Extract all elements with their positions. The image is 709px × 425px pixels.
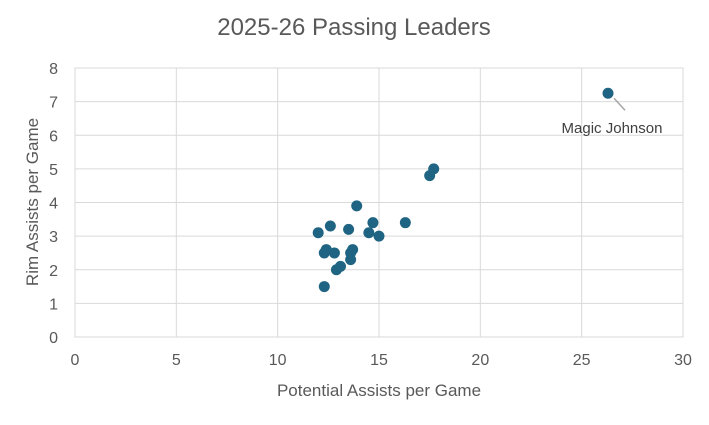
data-point <box>328 247 340 259</box>
annotation-leader-line <box>613 97 626 111</box>
data-point <box>318 281 330 293</box>
y-tick-label: 1 <box>49 296 58 313</box>
x-tick-label: 25 <box>573 352 591 369</box>
data-point <box>312 227 324 239</box>
y-tick-label: 8 <box>49 61 58 78</box>
x-tick-label: 0 <box>71 352 80 369</box>
plot-area-border <box>74 67 684 338</box>
data-point <box>351 200 363 212</box>
tick-labels: 0 5 10 15 20 25 30 0 1 2 3 4 5 6 7 8 <box>49 61 692 369</box>
y-tick-label: 7 <box>49 95 58 112</box>
data-point <box>343 223 355 235</box>
grid-layer <box>74 67 684 338</box>
x-tick-label: 5 <box>172 352 181 369</box>
y-tick-label: 6 <box>49 128 58 145</box>
x-tick-label: 30 <box>674 352 692 369</box>
data-point <box>347 244 359 256</box>
x-axis-title: Potential Assists per Game <box>277 381 481 400</box>
x-tick-label: 15 <box>370 352 388 369</box>
chart-title: 2025-26 Passing Leaders <box>217 14 491 41</box>
y-tick-label: 3 <box>49 229 58 246</box>
annotations: Magic Johnson <box>562 97 663 137</box>
data-point <box>334 260 346 272</box>
y-tick-label: 2 <box>49 263 58 280</box>
annotation-label: Magic Johnson <box>562 120 663 137</box>
x-tick-label: 20 <box>471 352 489 369</box>
data-point <box>367 217 379 229</box>
data-point <box>428 163 440 175</box>
data-points <box>312 87 614 293</box>
y-tick-label: 4 <box>49 196 58 213</box>
data-point <box>373 230 385 242</box>
y-tick-label: 0 <box>49 330 58 347</box>
y-axis-title: Rim Assists per Game <box>23 118 42 286</box>
x-tick-label: 10 <box>269 352 287 369</box>
data-point <box>363 227 375 239</box>
data-point <box>602 87 614 99</box>
data-point <box>399 217 411 229</box>
y-tick-label: 5 <box>49 162 58 179</box>
data-point <box>324 220 336 232</box>
